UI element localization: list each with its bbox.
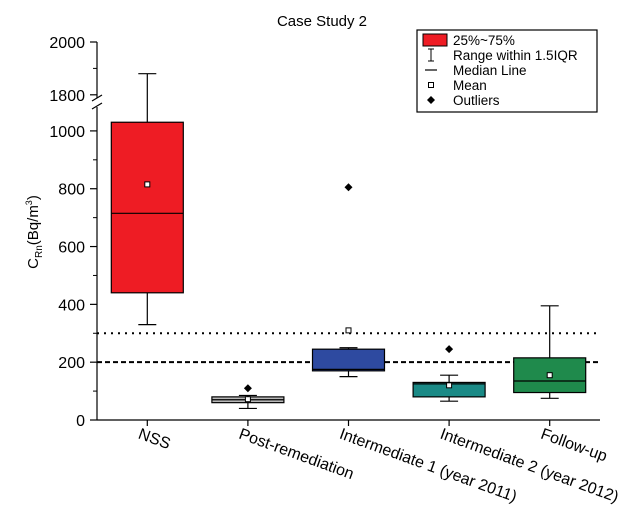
box-1: Post-remediation xyxy=(211,384,356,483)
y-axis-label-unit-close: ) xyxy=(25,195,42,200)
mean-marker xyxy=(244,396,251,403)
legend-item-4: Outliers xyxy=(427,93,500,108)
y-axis-label-unit: (Bq/m xyxy=(25,205,42,245)
outlier-marker xyxy=(344,183,353,192)
x-tick-label: Intermediate 1 (year 2011) xyxy=(337,426,519,506)
axis-break-mark-1 xyxy=(91,94,103,102)
legend-item-3: Mean xyxy=(428,78,487,93)
legend-label: 25%~75% xyxy=(453,33,515,48)
chart-title: Case Study 2 xyxy=(277,13,367,30)
mean-marker xyxy=(446,382,453,389)
y-axis-label-main: C xyxy=(25,258,42,269)
legend-item-2: Median Line xyxy=(425,63,527,78)
y-tick-label: 0 xyxy=(76,413,85,430)
outlier-marker xyxy=(445,345,454,354)
y-tick-label: 200 xyxy=(58,355,85,372)
y-tick-label: 400 xyxy=(58,297,85,314)
legend-label: Median Line xyxy=(453,63,527,78)
y-tick-label: 2000 xyxy=(49,35,85,52)
legend-label: Mean xyxy=(453,78,487,93)
iqr-box xyxy=(110,121,184,294)
y-tick-label: 1800 xyxy=(49,88,85,105)
legend-outlier-swatch xyxy=(427,96,435,104)
legend-mean-swatch xyxy=(428,82,434,88)
y-tick-label: 600 xyxy=(58,240,85,257)
iqr-box xyxy=(311,348,386,372)
box-0: NSS xyxy=(110,73,184,453)
y-axis-label: CRn(Bq/m3) xyxy=(24,195,45,269)
x-tick-label: Intermediate 2 (year 2012) xyxy=(438,426,621,506)
mean-marker xyxy=(345,327,352,334)
axis-break-mark-2 xyxy=(91,102,103,110)
legend-label: Range within 1.5IQR xyxy=(453,48,578,63)
x-tick-label: NSS xyxy=(136,426,173,453)
box-4: Follow-up xyxy=(513,305,609,466)
x-tick-label: Post-remediation xyxy=(237,426,356,483)
outlier-marker xyxy=(243,384,252,393)
x-tick-label: Follow-up xyxy=(538,426,609,466)
mean-marker xyxy=(546,372,553,379)
y-tick-label: 800 xyxy=(58,182,85,199)
y-axis-label-sup: 3 xyxy=(24,200,34,205)
y-axis-label-sub: Rn xyxy=(34,245,45,258)
legend-box-swatch xyxy=(422,33,448,47)
mean-marker xyxy=(144,181,151,188)
legend-item-0: 25%~75% xyxy=(422,33,515,48)
legend-item-1: Range within 1.5IQR xyxy=(428,48,578,63)
y-tick-label: 1000 xyxy=(49,124,85,141)
legend-label: Outliers xyxy=(453,93,500,108)
